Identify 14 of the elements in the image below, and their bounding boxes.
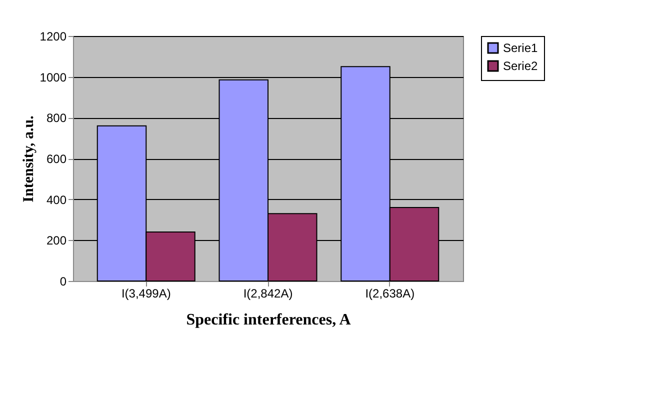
y-tick-label: 0 (60, 274, 67, 288)
y-tick-label: 400 (46, 192, 67, 207)
y-tick-label: 800 (46, 111, 67, 126)
x-tick-label: I(3,499A) (121, 286, 171, 300)
legend-label: Serie2 (503, 59, 538, 73)
legend-label: Serie1 (503, 41, 538, 55)
x-axis-title: Specific interferences, A (186, 312, 352, 328)
x-tick-label: I(2,842A) (243, 286, 293, 300)
x-tick-label: I(2,638A) (365, 286, 415, 300)
y-tick-label: 200 (46, 234, 67, 248)
y-tick-label: 1000 (40, 70, 67, 84)
y-axis-title: Intensity, a.u. (20, 115, 37, 202)
y-tick-label: 600 (46, 152, 67, 166)
y-tick-label: 1200 (40, 30, 67, 44)
